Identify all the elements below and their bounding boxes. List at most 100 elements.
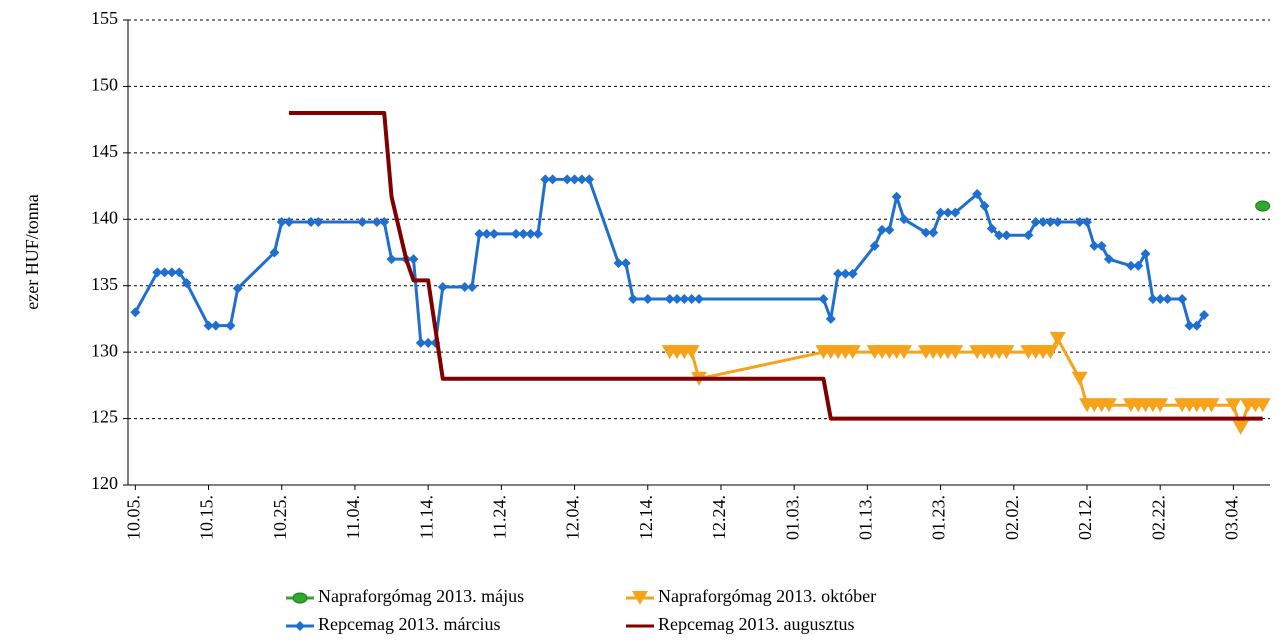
point bbox=[672, 294, 683, 304]
x-tick-label: 01.03. bbox=[782, 495, 802, 540]
legend-label: Napraforgómag 2013. október bbox=[658, 586, 876, 606]
point bbox=[1071, 371, 1088, 386]
x-tick-label: 12.14. bbox=[636, 495, 656, 540]
x-tick-label: 11.14. bbox=[416, 495, 436, 539]
y-axis-label: ezer HUF/tonna bbox=[22, 194, 42, 309]
point bbox=[979, 201, 990, 211]
point bbox=[532, 228, 543, 239]
point bbox=[423, 337, 434, 348]
point bbox=[895, 345, 912, 360]
point bbox=[1125, 260, 1136, 271]
x-tick-label: 01.23. bbox=[929, 495, 949, 540]
point bbox=[694, 294, 704, 304]
point bbox=[210, 320, 221, 331]
point bbox=[1225, 398, 1242, 413]
point bbox=[225, 320, 236, 331]
point bbox=[130, 307, 141, 318]
point bbox=[584, 174, 595, 185]
point bbox=[1177, 294, 1188, 304]
point bbox=[891, 191, 902, 202]
point bbox=[1038, 216, 1049, 227]
point bbox=[284, 216, 295, 227]
point bbox=[576, 174, 587, 185]
legend-marker bbox=[295, 621, 305, 631]
point bbox=[232, 283, 243, 294]
point bbox=[935, 207, 946, 218]
point bbox=[1100, 398, 1117, 413]
point bbox=[203, 320, 214, 331]
point bbox=[166, 267, 177, 278]
point bbox=[1023, 230, 1034, 241]
x-tick-label: 10.05. bbox=[123, 495, 143, 540]
x-tick-label: 02.12. bbox=[1075, 495, 1095, 540]
point bbox=[1096, 240, 1107, 251]
legend-marker bbox=[632, 591, 648, 605]
point bbox=[818, 294, 829, 304]
y-tick-label: 145 bbox=[91, 141, 118, 161]
point bbox=[489, 228, 500, 239]
point bbox=[1030, 216, 1041, 227]
point bbox=[1049, 331, 1066, 346]
point bbox=[562, 174, 573, 185]
point bbox=[950, 207, 961, 218]
point bbox=[547, 174, 558, 185]
point bbox=[844, 345, 861, 360]
point bbox=[569, 174, 580, 185]
point bbox=[1152, 398, 1169, 413]
point bbox=[1155, 294, 1166, 304]
point bbox=[306, 216, 317, 227]
point bbox=[1255, 200, 1271, 212]
y-tick-label: 155 bbox=[91, 8, 118, 28]
x-tick-label: 12.04. bbox=[563, 495, 583, 540]
point bbox=[510, 228, 521, 239]
point bbox=[998, 345, 1015, 360]
point bbox=[877, 224, 888, 235]
point bbox=[686, 294, 697, 304]
point bbox=[928, 227, 939, 238]
point bbox=[972, 189, 983, 200]
point bbox=[1103, 254, 1114, 265]
point bbox=[1045, 216, 1056, 227]
y-tick-label: 130 bbox=[91, 340, 118, 360]
series-line bbox=[134, 177, 1206, 345]
point bbox=[840, 268, 851, 279]
point bbox=[437, 282, 448, 293]
y-tick-label: 150 bbox=[91, 75, 118, 95]
point bbox=[276, 216, 287, 227]
x-tick-label: 11.24. bbox=[489, 495, 509, 539]
point bbox=[174, 267, 185, 278]
point bbox=[467, 282, 478, 293]
point bbox=[994, 230, 1005, 241]
point bbox=[313, 216, 324, 227]
y-tick-label: 140 bbox=[91, 207, 118, 227]
point bbox=[679, 294, 690, 304]
y-tick-label: 125 bbox=[91, 407, 118, 427]
point bbox=[159, 267, 170, 278]
point bbox=[386, 254, 397, 265]
point bbox=[898, 214, 909, 225]
point bbox=[1052, 216, 1063, 227]
point bbox=[869, 240, 880, 251]
point bbox=[1162, 294, 1173, 304]
legend-label: Repcemag 2013. március bbox=[318, 614, 500, 634]
point bbox=[415, 337, 426, 348]
legend-marker bbox=[292, 592, 308, 604]
point bbox=[683, 345, 700, 360]
point bbox=[942, 207, 953, 218]
point bbox=[1254, 398, 1271, 413]
point bbox=[540, 174, 551, 185]
x-tick-label: 11.04. bbox=[343, 495, 363, 539]
point bbox=[181, 278, 192, 289]
point bbox=[628, 294, 639, 304]
point bbox=[1140, 248, 1151, 259]
point bbox=[1191, 320, 1202, 331]
y-tick-label: 120 bbox=[91, 473, 118, 493]
point bbox=[1147, 294, 1158, 304]
point bbox=[920, 227, 931, 238]
x-tick-label: 02.22. bbox=[1148, 495, 1168, 540]
point bbox=[518, 228, 529, 239]
point bbox=[1133, 260, 1144, 271]
legend-label: Napraforgómag 2013. május bbox=[318, 586, 524, 606]
point bbox=[459, 282, 470, 293]
